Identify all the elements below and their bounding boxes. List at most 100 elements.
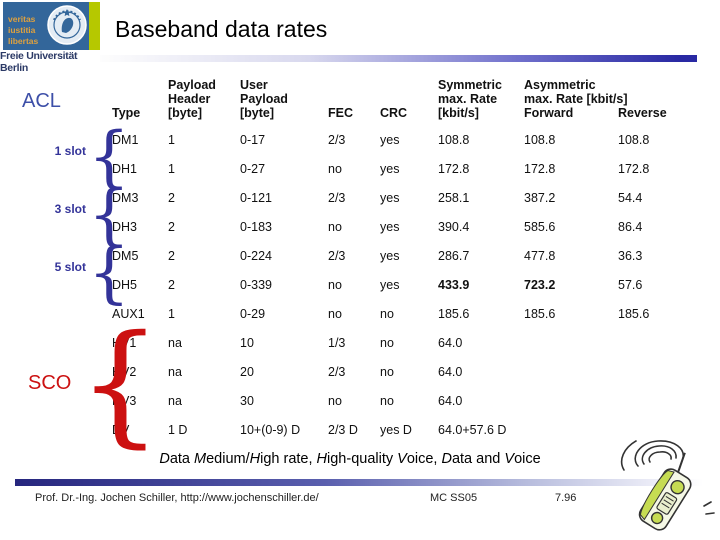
table-cell: 30 <box>240 394 254 408</box>
column-header-crc: CRC <box>380 106 408 120</box>
table-body: DM1 1 0-17 2/3 yes 108.8 108.8 108.8 DH1 1 0-27 no y… <box>112 126 688 445</box>
slot-group-label-5: 5 slot <box>54 260 86 274</box>
caption-segment: D <box>441 451 452 467</box>
table-cell: 64.0 <box>438 365 463 379</box>
table-cell: 0-121 <box>240 191 272 205</box>
university-seal-icon <box>45 2 89 50</box>
table-cell: 0-17 <box>240 133 266 147</box>
table-cell: DM1 <box>112 133 139 147</box>
brace-icon: { <box>78 307 162 461</box>
table-cell: no <box>380 336 394 350</box>
table-cell: 2 <box>168 191 175 205</box>
table-cell: 108.8 <box>438 133 470 147</box>
table-cell: yes <box>380 220 400 234</box>
caption: Data Medium/High rate, High-quality Voic… <box>40 451 660 467</box>
table-cell: HV3 <box>112 394 137 408</box>
table-cell: 0-27 <box>240 162 266 176</box>
table-cell: 1 <box>168 162 175 176</box>
table-cell: 585.6 <box>524 220 556 234</box>
caption-segment: H <box>316 451 328 467</box>
sco-label: SCO <box>28 372 72 394</box>
table-cell: 0-224 <box>240 249 272 263</box>
table-cell: yes <box>380 133 400 147</box>
table-row: HV2 na 20 2/3 no 64.0 <box>112 358 688 387</box>
table-row: DH5 2 0-339 no yes 433.9 723.2 57.6 <box>112 271 688 300</box>
logo-motto: veritas iustitia libertas <box>3 2 45 50</box>
caption-segment: igh-quality <box>327 451 398 467</box>
logo-motto-line: libertas <box>8 36 39 46</box>
table-cell: 185.6 <box>438 307 470 321</box>
table-cell: 2/3 <box>328 191 346 205</box>
caption-segment: oice <box>514 451 541 467</box>
footer-course-code: MC SS05 <box>430 492 478 504</box>
table-cell: 723.2 <box>524 278 556 292</box>
table-cell: 54.4 <box>618 191 643 205</box>
table-cell: 2 <box>168 220 175 234</box>
table-cell: yes D <box>380 423 412 437</box>
table-cell: 108.8 <box>618 133 650 147</box>
table-cell: na <box>168 336 182 350</box>
caption-segment: H <box>249 451 261 467</box>
table-cell: 286.7 <box>438 249 470 263</box>
table-row: DV 1 D 10+(0-9) D 2/3 D yes D 64.0+57.6 D <box>112 416 688 445</box>
caption-segment: igh rate, <box>260 451 317 467</box>
caption-segment: D <box>159 451 170 467</box>
table-cell: 86.4 <box>618 220 643 234</box>
footer-credits: Prof. Dr.-Ing. Jochen Schiller, http://w… <box>35 492 319 504</box>
table-cell: na <box>168 365 182 379</box>
table-cell: 1 <box>168 133 175 147</box>
table-cell: 2/3 <box>328 133 346 147</box>
table-cell: 57.6 <box>618 278 643 292</box>
table-cell: 172.8 <box>618 162 650 176</box>
table-cell: 433.9 <box>438 278 470 292</box>
table-cell: DH1 <box>112 162 138 176</box>
column-header-type: Type <box>112 106 141 120</box>
caption-segment: V <box>397 451 407 467</box>
brace-icon: { <box>88 118 130 195</box>
caption-segment: ata and <box>451 451 505 467</box>
acl-label: ACL <box>22 90 61 112</box>
column-header-reverse: Reverse <box>618 106 667 120</box>
caption-segment: M <box>194 451 207 467</box>
table-cell: 172.8 <box>438 162 470 176</box>
table-cell: 0-183 <box>240 220 272 234</box>
caption-segment: oice, <box>406 451 442 467</box>
table-cell: 10+(0-9) D <box>240 423 301 437</box>
table-cell: 2 <box>168 278 175 292</box>
table-cell: 108.8 <box>524 133 556 147</box>
table-cell: no <box>328 162 342 176</box>
table-cell: HV2 <box>112 365 137 379</box>
table-cell: 2 <box>168 249 175 263</box>
table-row: DH3 2 0-183 no yes 390.4 585.6 86.4 <box>112 213 688 242</box>
mobile-phone-icon <box>620 440 715 531</box>
table-cell: 36.3 <box>618 249 643 263</box>
table-cell: DM5 <box>112 249 139 263</box>
column-header-asymmetric-forward: Asymmetric max. Rate [kbit/s] Forward <box>524 78 628 120</box>
table-header: Type Payload Header [byte] User Payload … <box>112 58 688 120</box>
table-row: DM3 2 0-121 2/3 yes 258.1 387.2 54.4 <box>112 184 688 213</box>
table-row: HV3 na 30 no no 64.0 <box>112 387 688 416</box>
table-cell: 1 <box>168 307 175 321</box>
university-logo: veritas iustitia libertas <box>3 2 100 50</box>
table-cell: 390.4 <box>438 220 470 234</box>
table-cell: AUX1 <box>112 307 145 321</box>
table-cell: 1/3 <box>328 336 346 350</box>
table-cell: no <box>328 220 342 234</box>
logo-motto-line: iustitia <box>8 25 36 35</box>
table-cell: no <box>380 394 394 408</box>
table-cell: no <box>380 365 394 379</box>
column-header-user-payload: User Payload [byte] <box>240 78 288 120</box>
table-cell: 64.0 <box>438 336 463 350</box>
title-rule <box>100 55 697 62</box>
table-cell: na <box>168 394 182 408</box>
table-cell: DH3 <box>112 220 138 234</box>
table-cell: 2/3 <box>328 365 346 379</box>
university-name: Freie Universität Berlin <box>0 50 78 74</box>
caption-segment: V <box>504 451 515 467</box>
slide-title: Baseband data rates <box>115 16 328 42</box>
column-header-fec: FEC <box>328 106 353 120</box>
table-row: DH1 1 0-27 no yes 172.8 172.8 172.8 <box>112 155 688 184</box>
logo-accent-bar <box>89 2 100 50</box>
table-cell: 1 D <box>168 423 188 437</box>
